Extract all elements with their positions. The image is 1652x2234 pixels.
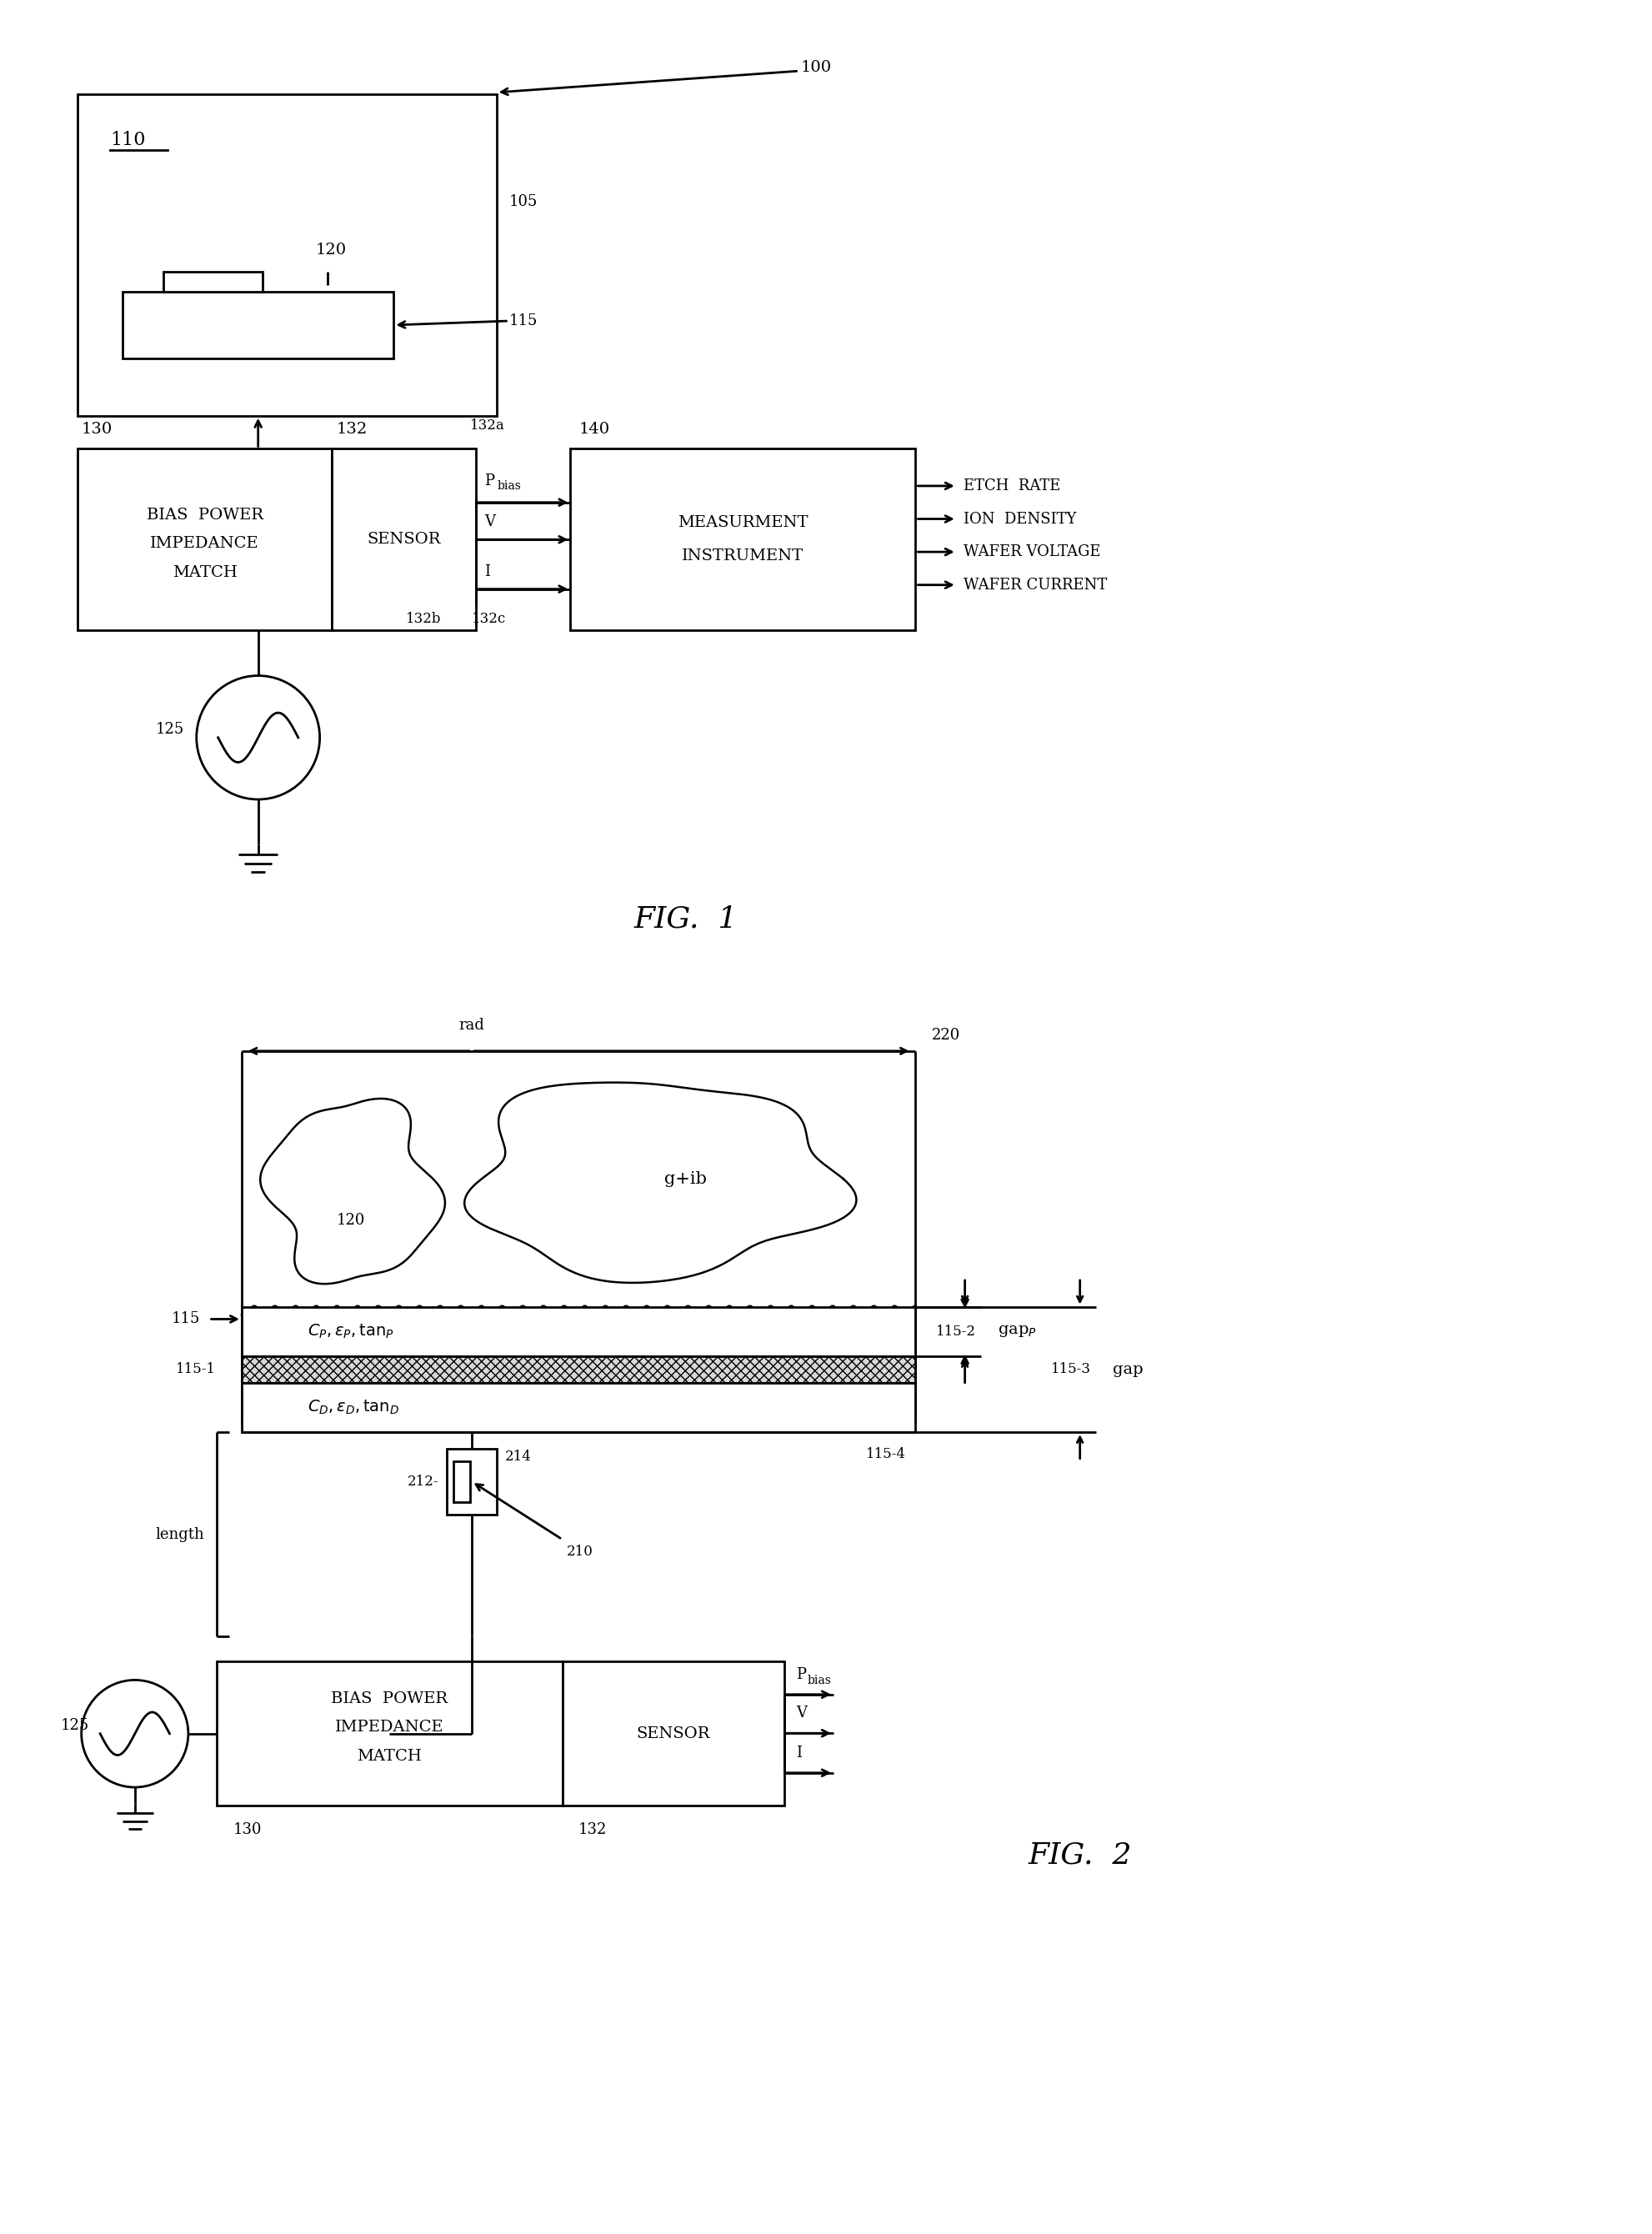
- Text: FIG.  1: FIG. 1: [633, 905, 737, 934]
- Text: MATCH: MATCH: [357, 1749, 421, 1765]
- Text: 132b: 132b: [406, 612, 441, 626]
- Text: 130: 130: [233, 1823, 263, 1836]
- Text: MATCH: MATCH: [172, 565, 236, 581]
- Text: g+ib: g+ib: [664, 1171, 707, 1186]
- Bar: [164, 273, 263, 293]
- Text: ION  DENSITY: ION DENSITY: [963, 512, 1075, 527]
- Text: 105: 105: [509, 194, 537, 208]
- Text: 125: 125: [61, 1718, 89, 1734]
- Text: 115-4: 115-4: [866, 1448, 905, 1461]
- Bar: [454, 1461, 469, 1501]
- Text: V: V: [484, 514, 494, 529]
- Text: 140: 140: [578, 422, 610, 436]
- Text: gap: gap: [1112, 1363, 1143, 1376]
- Text: BIAS  POWER: BIAS POWER: [147, 507, 263, 523]
- Bar: [241, 1356, 915, 1383]
- Text: rad: rad: [459, 1019, 484, 1032]
- Text: 115: 115: [509, 313, 537, 328]
- Bar: [78, 94, 496, 416]
- Text: 115-2: 115-2: [935, 1325, 976, 1338]
- Text: 115-3: 115-3: [1051, 1363, 1090, 1376]
- Text: ETCH  RATE: ETCH RATE: [963, 478, 1059, 494]
- Text: 220: 220: [932, 1028, 960, 1043]
- Text: $C_D,\epsilon_D,\tan_D$: $C_D,\epsilon_D,\tan_D$: [307, 1398, 400, 1416]
- Text: 132a: 132a: [469, 418, 506, 433]
- Text: 125: 125: [155, 722, 183, 737]
- Text: 110: 110: [111, 132, 145, 150]
- Text: INSTRUMENT: INSTRUMENT: [682, 550, 803, 563]
- Bar: [562, 1662, 783, 1805]
- Text: 132: 132: [578, 1823, 606, 1836]
- Text: length: length: [155, 1526, 205, 1541]
- Bar: [241, 1307, 915, 1356]
- Bar: [216, 1662, 562, 1805]
- Bar: [122, 293, 393, 357]
- Text: I: I: [796, 1745, 801, 1760]
- Text: MEASURMENT: MEASURMENT: [677, 516, 808, 529]
- Text: IMPEDANCE: IMPEDANCE: [335, 1720, 444, 1736]
- Text: 115-1: 115-1: [175, 1363, 216, 1376]
- Text: SENSOR: SENSOR: [636, 1727, 710, 1740]
- Text: $C_P,\epsilon_P,\tan_P$: $C_P,\epsilon_P,\tan_P$: [307, 1323, 393, 1340]
- Text: P: P: [484, 474, 494, 489]
- Text: IMPEDANCE: IMPEDANCE: [150, 536, 259, 552]
- Text: 120: 120: [316, 244, 347, 257]
- Bar: [570, 449, 915, 630]
- Bar: [332, 449, 476, 630]
- Text: 214: 214: [504, 1450, 530, 1463]
- Text: SENSOR: SENSOR: [367, 532, 439, 547]
- Text: bias: bias: [806, 1676, 831, 1687]
- Bar: [448, 1448, 496, 1515]
- Text: 100: 100: [800, 60, 831, 76]
- Text: 115: 115: [172, 1311, 200, 1327]
- Text: 132c: 132c: [471, 612, 506, 626]
- Text: FIG.  2: FIG. 2: [1028, 1841, 1132, 1870]
- Text: 132: 132: [335, 422, 367, 436]
- Text: WAFER CURRENT: WAFER CURRENT: [963, 576, 1107, 592]
- Text: BIAS  POWER: BIAS POWER: [330, 1691, 448, 1707]
- Text: 130: 130: [81, 422, 112, 436]
- Text: I: I: [484, 565, 489, 579]
- Text: gap$_P$: gap$_P$: [998, 1325, 1036, 1338]
- Text: 210: 210: [567, 1544, 593, 1559]
- Bar: [241, 1383, 915, 1432]
- Text: P: P: [796, 1667, 806, 1682]
- Text: bias: bias: [497, 480, 520, 491]
- Text: 120: 120: [335, 1213, 365, 1229]
- Text: 212-: 212-: [408, 1474, 439, 1488]
- Bar: [78, 449, 332, 630]
- Text: WAFER VOLTAGE: WAFER VOLTAGE: [963, 545, 1100, 558]
- Text: V: V: [796, 1707, 806, 1720]
